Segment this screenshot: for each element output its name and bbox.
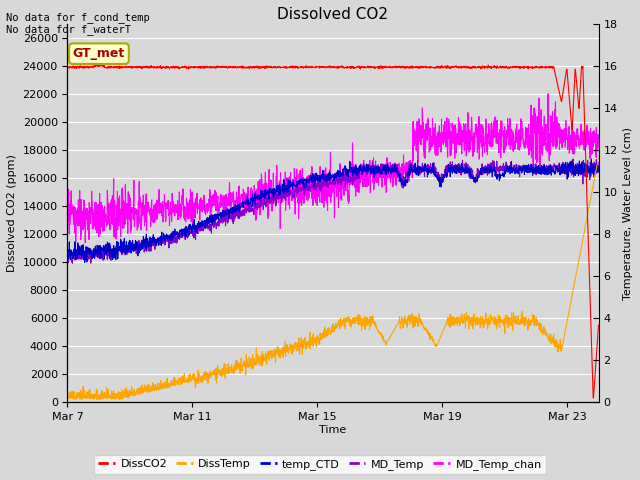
Legend: DissCO2, DissTemp, temp_CTD, MD_Temp, MD_Temp_chan: DissCO2, DissTemp, temp_CTD, MD_Temp, MD… — [94, 455, 546, 474]
Title: Dissolved CO2: Dissolved CO2 — [278, 7, 388, 22]
Text: No data for f_waterT: No data for f_waterT — [6, 24, 131, 35]
Y-axis label: Temperature, Water Level (cm): Temperature, Water Level (cm) — [623, 127, 633, 300]
X-axis label: Time: Time — [319, 425, 347, 435]
Text: No data for f_cond_temp: No data for f_cond_temp — [6, 12, 150, 23]
Text: GT_met: GT_met — [73, 47, 125, 60]
Y-axis label: Dissolved CO2 (ppm): Dissolved CO2 (ppm) — [7, 155, 17, 272]
